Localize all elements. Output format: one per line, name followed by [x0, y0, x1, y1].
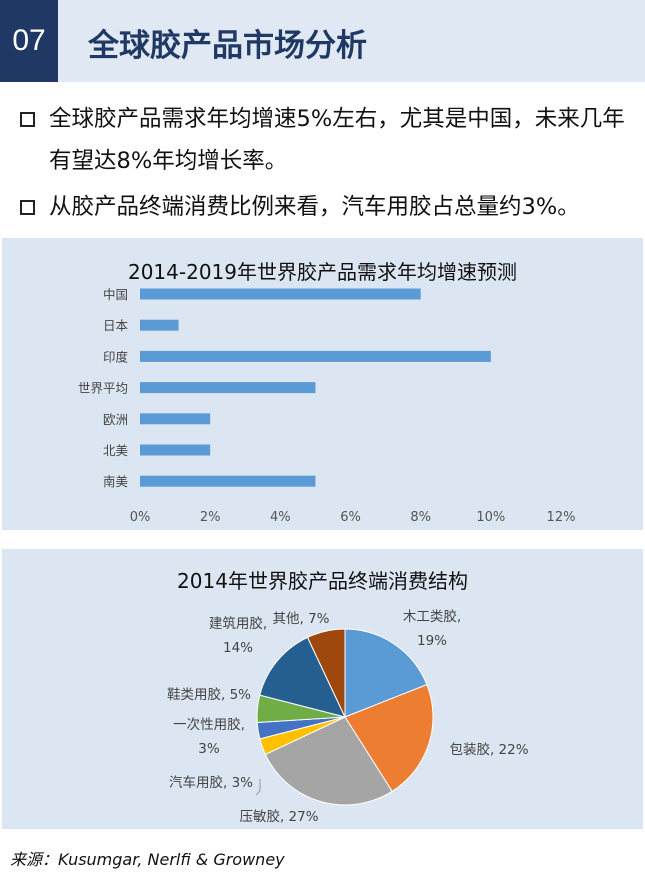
- x-tick-label: 6%: [340, 510, 361, 525]
- bar-category-label: 欧洲: [103, 412, 128, 427]
- pie-slice-label: 19%: [417, 633, 447, 649]
- pie-slice: [344, 683, 434, 792]
- x-tick-label: 10%: [476, 510, 505, 525]
- x-tick-label: 4%: [270, 510, 291, 525]
- section-number: 07: [0, 0, 58, 82]
- square-bullet-icon: [20, 112, 35, 127]
- bar: [140, 382, 316, 394]
- pie-slice-label: 一次性用胶,: [173, 716, 245, 733]
- bullet-item: 从胶产品终端消费比例来看，汽车用胶占总量约3%。: [16, 186, 641, 228]
- bar-category-label: 中国: [103, 287, 128, 302]
- bar-category-label: 南美: [103, 474, 128, 489]
- header-bar: 07 全球胶产品市场分析: [0, 0, 645, 82]
- bar: [140, 350, 491, 362]
- pie-slice: [264, 716, 393, 806]
- bar-category-label: 北美: [103, 443, 128, 458]
- bar-chart-title: 2014-2019年世界胶产品需求年均增速预测: [127, 260, 517, 284]
- pie-slice-label: 包装胶, 22%: [449, 741, 528, 758]
- pie-leader-line: [255, 779, 261, 796]
- pie-chart-title: 2014年世界胶产品终端消费结构: [177, 569, 468, 593]
- pie-chart: 木工类胶, 19% 包装胶, 22% 压敏胶, 27% 汽车用胶, 3% 一次性用胶, 3%…: [167, 608, 529, 825]
- bar-category-label: 世界平均: [78, 381, 128, 396]
- bar-category-label: 印度: [103, 349, 129, 364]
- pie-slice-label: 建筑用胶,: [209, 615, 267, 632]
- pie-slice-label: 鞋类用胶, 5%: [167, 686, 251, 703]
- x-tick-label: 2%: [200, 510, 221, 525]
- bullet-text: 从胶产品终端消费比例来看，汽车用胶占总量约3%。: [49, 194, 580, 220]
- x-tick-label: 12%: [547, 510, 576, 525]
- bullet-text: 全球胶产品需求年均增速5%左右，尤其是中国，未来几年有望达8%年均增长率。: [49, 106, 625, 174]
- bar: [140, 413, 211, 425]
- bar: [140, 288, 421, 300]
- source-note: 来源：Kusumgar, Nerlfi & Growney: [10, 850, 285, 869]
- pie-slice: [344, 628, 428, 718]
- bar-category-label: 日本: [103, 318, 129, 333]
- pie-slice-label: 14%: [223, 640, 253, 656]
- bullet-item: 全球胶产品需求年均增速5%左右，尤其是中国，未来几年有望达8%年均增长率。: [16, 98, 641, 182]
- bar: [140, 475, 316, 487]
- bar-chart-panel: 2014-2019年世界胶产品需求年均增速预测 中国日本印度世界平均欧洲北美南美…: [2, 238, 643, 530]
- x-tick-label: 8%: [410, 510, 431, 525]
- x-tick-label: 0%: [130, 510, 151, 525]
- page-title: 全球胶产品市场分析: [88, 28, 367, 64]
- pie-slice-label: 汽车用胶, 3%: [169, 774, 253, 791]
- bar: [140, 444, 211, 456]
- pie-slice: [259, 636, 346, 718]
- square-bullet-icon: [20, 200, 35, 215]
- bullet-list: 全球胶产品需求年均增速5%左右，尤其是中国，未来几年有望达8%年均增长率。 从胶…: [16, 98, 641, 228]
- pie-slice-label: 3%: [198, 741, 220, 757]
- pie-slice-label: 其他, 7%: [273, 611, 330, 627]
- pie-slice-label: 木工类胶,: [403, 608, 461, 625]
- pie-chart-panel: 2014年世界胶产品终端消费结构 木工类胶, 19% 包装胶, 22% 压敏胶, 27…: [2, 549, 643, 829]
- pie-slice-label: 压敏胶, 27%: [239, 808, 318, 825]
- pie-slice: [306, 628, 346, 718]
- bar: [140, 319, 179, 331]
